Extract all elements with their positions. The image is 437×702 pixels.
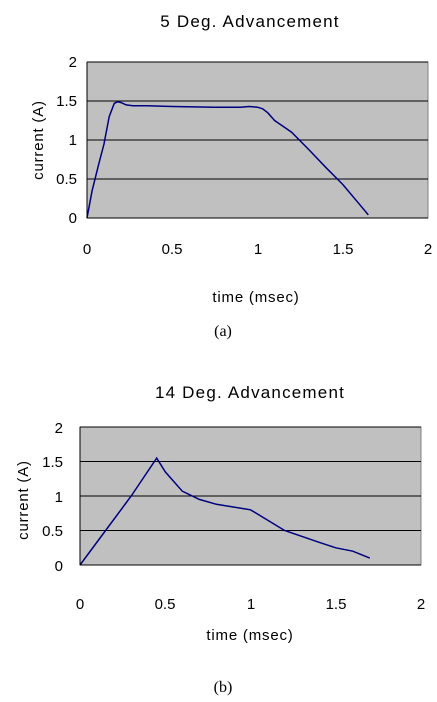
chart-b-xtick-1: 0.5 xyxy=(155,596,176,613)
chart-a: 5 Deg. Advancement 0 0.5 1 1.5 2 0 0.5 1… xyxy=(30,12,432,340)
chart-a-xtick-0: 0 xyxy=(83,241,91,258)
chart-b-xtick-2: 1 xyxy=(247,596,255,613)
chart-b-x-label: time (msec) xyxy=(206,627,293,644)
chart-b-gridlines xyxy=(80,426,421,531)
chart-a-xtick-1: 0.5 xyxy=(162,241,183,258)
chart-a-series-line xyxy=(86,101,369,219)
chart-a-ytick-3: 1.5 xyxy=(56,93,77,110)
chart-b-ytick-2: 1 xyxy=(55,489,63,506)
chart-a-gridlines xyxy=(87,61,428,180)
chart-b-y-label: current (A) xyxy=(15,460,32,540)
chart-a-x-label: time (msec) xyxy=(212,289,299,306)
chart-a-xtick-3: 1.5 xyxy=(333,241,354,258)
chart-a-ytick-0: 0 xyxy=(69,210,77,227)
chart-a-title: 5 Deg. Advancement xyxy=(160,12,339,31)
chart-a-ytick-2: 1 xyxy=(69,132,77,149)
chart-b-ytick-3: 1.5 xyxy=(42,454,63,471)
chart-a-xtick-2: 1 xyxy=(254,241,262,258)
chart-a-xtick-4: 2 xyxy=(424,241,432,258)
chart-b-ytick-4: 2 xyxy=(55,420,63,437)
chart-b-xtick-4: 2 xyxy=(417,596,425,613)
chart-b-ytick-1: 0.5 xyxy=(42,523,63,540)
chart-b-ytick-0: 0 xyxy=(55,558,63,575)
chart-b-xtick-0: 0 xyxy=(76,596,84,613)
chart-b-series-line xyxy=(79,456,371,566)
chart-b-title: 14 Deg. Advancement xyxy=(155,383,345,402)
chart-a-caption: (a) xyxy=(214,323,232,340)
chart-a-ytick-4: 2 xyxy=(69,54,77,71)
chart-a-y-label: current (A) xyxy=(30,100,47,180)
chart-b-xtick-3: 1.5 xyxy=(326,596,347,613)
chart-a-ytick-1: 0.5 xyxy=(56,171,77,188)
chart-b: 14 Deg. Advancement 0 0.5 1 1.5 2 0 0.5 … xyxy=(15,383,425,696)
chart-b-caption: (b) xyxy=(214,679,233,696)
